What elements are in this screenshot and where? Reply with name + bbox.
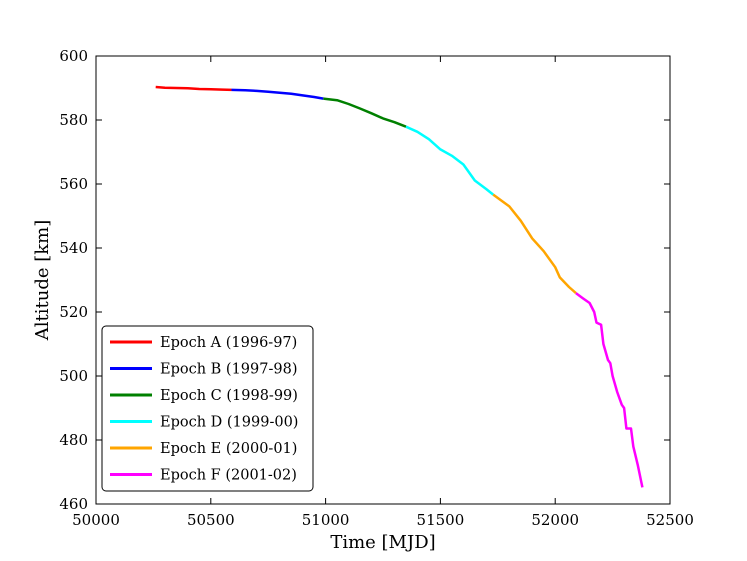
x-axis-label: Time [MJD]	[330, 532, 435, 553]
x-tick-label: 50000	[72, 511, 120, 529]
x-tick-label: 51000	[302, 511, 350, 529]
series-line-5	[492, 193, 577, 295]
y-tick-label: 600	[59, 47, 88, 65]
y-tick-label: 520	[59, 303, 88, 321]
x-tick-label: 52500	[646, 511, 694, 529]
y-tick-label: 560	[59, 175, 88, 193]
x-tick-label: 50500	[187, 511, 235, 529]
series-lines	[155, 85, 644, 488]
legend-box	[101, 325, 314, 492]
legend-label: Epoch E (2000-01)	[160, 441, 297, 457]
legend-label: Epoch F (2001-02)	[160, 468, 297, 484]
tick-labels: 50000 50500 51000 51500 52000 52500 460 480 500 5…	[59, 47, 694, 529]
series-line-1	[155, 85, 232, 92]
y-tick-label: 460	[59, 495, 88, 513]
y-tick-label: 580	[59, 111, 88, 129]
y-tick-label: 500	[59, 367, 88, 385]
y-axis-label: Altitude [km]	[32, 220, 53, 342]
series-line-6	[575, 292, 644, 488]
legend: Epoch A (1996-97) Epoch B (1997-98) Epoch …	[101, 325, 314, 492]
series-line-4	[405, 125, 494, 196]
series-line-3	[323, 97, 407, 128]
plot-frame	[95, 55, 671, 505]
series-line-2	[231, 88, 324, 100]
legend-label: Epoch C (1998-99)	[160, 388, 298, 404]
legend-label: Epoch A (1996-97)	[160, 335, 297, 351]
legend-label: Epoch D (1999-00)	[160, 415, 298, 431]
x-tick-label: 52000	[531, 511, 579, 529]
x-tick-label: 51500	[417, 511, 465, 529]
y-tick-label: 480	[59, 431, 88, 449]
legend-label: Epoch B (1997-98)	[160, 362, 298, 378]
y-tick-label: 540	[59, 239, 88, 257]
